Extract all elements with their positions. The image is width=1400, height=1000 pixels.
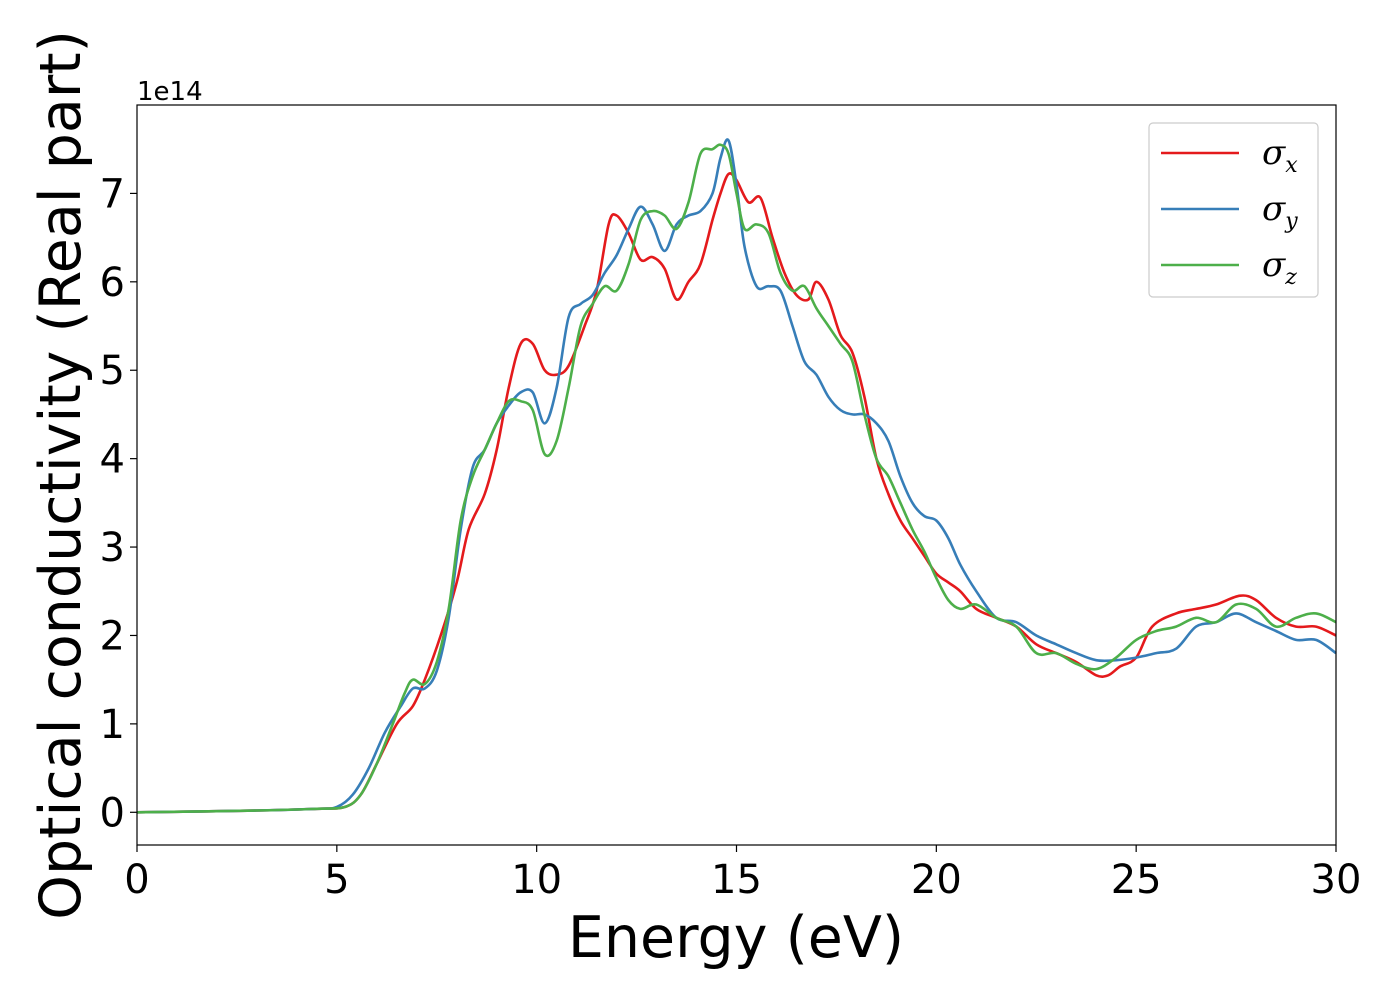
x-axis-title: Energy (eV) [568,905,904,971]
y-tick-label: 4 [100,437,125,483]
x-tick-label: 0 [124,857,149,903]
x-axis-ticks: 0 5 10 15 20 25 30 [124,845,1361,903]
y-tick-label: 6 [100,260,125,306]
y-tick-label: 5 [100,348,125,394]
x-tick-label: 25 [1111,857,1162,903]
y-axis-ticks: 0 1 2 3 4 5 6 7 [100,171,137,836]
y-axis-offset-label: 1e14 [137,77,203,107]
series-line-sigma-y [136,138,1337,814]
x-tick-label: 5 [324,857,349,903]
x-tick-label: 10 [511,857,562,903]
x-tick-label: 15 [711,857,762,903]
y-tick-label: 2 [100,613,125,659]
y-tick-label: 1 [100,702,125,748]
y-tick-label: 0 [100,790,125,836]
y-tick-label: 7 [100,171,125,217]
series-layer [136,138,1337,814]
series-line-sigma-z [136,143,1337,814]
x-tick-label: 20 [911,857,962,903]
y-axis-title: Optical conductivity (Real part) [28,30,94,920]
series-line-sigma-x [136,172,1337,814]
x-tick-label: 30 [1311,857,1362,903]
y-tick-label: 3 [100,525,125,571]
